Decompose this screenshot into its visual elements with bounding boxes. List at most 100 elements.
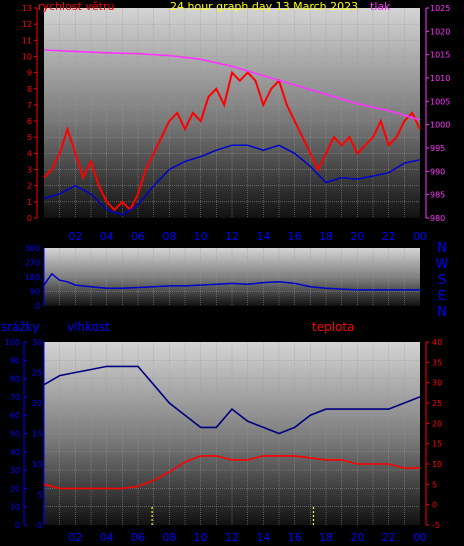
temperature-tick-label: 40 — [432, 338, 442, 347]
temperature-tick-label: 35 — [432, 358, 442, 367]
wind-tick-label: 3 — [27, 166, 32, 175]
wind-tick-label: 6 — [27, 117, 32, 126]
humidity-line — [43, 365, 421, 435]
rain-tick-label: 90 — [10, 356, 20, 365]
pressure-tick-label: 1025 — [430, 4, 450, 13]
wind-average-line — [43, 144, 421, 216]
wind-label: rychlost větru — [38, 0, 115, 13]
rain-tick-label: 70 — [10, 393, 20, 402]
wind-x-tick-label: 02 — [68, 230, 82, 243]
wind-direction-line — [43, 272, 420, 291]
rain-tick-label: 80 — [10, 375, 20, 384]
wind-tick-label: 11 — [22, 36, 32, 45]
wind-tick-label: 5 — [27, 133, 32, 142]
wind-x-tick-label: 12 — [225, 230, 239, 243]
wind-tick-label: 12 — [22, 20, 32, 29]
wind-speed-line — [43, 70, 421, 212]
pressure-tick-label: 1010 — [430, 74, 450, 83]
pressure-tick-label: 995 — [430, 144, 445, 153]
temperature-tick-label: 5 — [432, 480, 437, 489]
rain-tick-label: 100 — [5, 338, 20, 347]
wind-x-tick-label: 10 — [194, 230, 208, 243]
humidity-x-tick-label: 04 — [100, 531, 114, 544]
humidity-tick-label: 25 — [32, 369, 42, 378]
wind-tick-label: 8 — [27, 85, 32, 94]
pressure-tick-label: 990 — [430, 167, 445, 176]
humidity-x-tick-label: 06 — [131, 531, 145, 544]
humidity-tick-label: 20 — [32, 399, 42, 408]
wind-tick-label: 1 — [27, 198, 32, 207]
wind-x-tick-label: 20 — [350, 230, 364, 243]
pressure-tick-label: 1005 — [430, 97, 450, 106]
direction-tick-label: 270 — [25, 259, 40, 268]
wind-tick-label: 9 — [27, 69, 32, 78]
direction-tick-label: 360 — [25, 244, 40, 253]
direction-tick-label: 90 — [30, 288, 40, 297]
humidity-x-tick-label: 08 — [162, 531, 176, 544]
humidity-x-tick-label: 18 — [319, 531, 333, 544]
rain-tick-label: 40 — [10, 448, 20, 457]
temperature-tick-label: 25 — [432, 399, 442, 408]
humidity-tick-label: 5 — [37, 491, 42, 500]
wind-x-tick-label: 06 — [131, 230, 145, 243]
humidity-label: vlhkost — [67, 320, 110, 334]
direction-tick-label: 0 — [35, 302, 40, 311]
wind-tick-label: 13 — [22, 4, 32, 13]
temperature-tick-label: 15 — [432, 440, 442, 449]
wind-tick-label: 4 — [27, 149, 32, 158]
compass-label: N — [437, 241, 447, 256]
temperature-label: teplota — [312, 320, 355, 334]
wind-x-tick-label: 00 — [413, 230, 427, 243]
wind-tick-label: 2 — [27, 182, 32, 191]
rain-label: srážky — [1, 320, 40, 334]
humidity-tick-label: 10 — [32, 460, 42, 469]
temperature-line — [43, 455, 420, 490]
rain-tick-label: 20 — [10, 484, 20, 493]
pressure-label: tlak — [370, 0, 391, 13]
compass-label: N — [437, 305, 447, 320]
compass-label: E — [438, 289, 446, 304]
pressure-tick-label: 1015 — [430, 51, 450, 60]
rain-tick-label: 50 — [10, 430, 20, 439]
rain-tick-label: 60 — [10, 411, 20, 420]
temperature-tick-label: 20 — [432, 419, 442, 428]
humidity-x-tick-label: 02 — [68, 531, 82, 544]
rain-tick-label: 30 — [10, 466, 20, 475]
humidity-tick-label: 15 — [32, 430, 42, 439]
pressure-tick-label: 1020 — [430, 27, 450, 36]
wind-x-tick-label: 16 — [288, 230, 302, 243]
humidity-x-tick-label: 12 — [225, 531, 239, 544]
temperature-tick-label: 30 — [432, 379, 442, 388]
wind-x-tick-label: 14 — [256, 230, 270, 243]
wind-x-tick-label: 18 — [319, 230, 333, 243]
wind-x-tick-label: 08 — [162, 230, 176, 243]
pressure-tick-label: 980 — [430, 214, 445, 223]
humidity-x-tick-label: 20 — [350, 531, 364, 544]
humidity-x-tick-label: 16 — [288, 531, 302, 544]
rain-tick-label: 0 — [15, 521, 20, 530]
compass-label: S — [438, 273, 446, 288]
humidity-x-tick-label: 14 — [256, 531, 270, 544]
graph-title: 24 hour graph day 13 March 2023 — [170, 0, 359, 13]
rain-tick-label: 10 — [10, 503, 20, 512]
temperature-tick-label: 0 — [432, 501, 437, 510]
humidity-tick-label: 0 — [37, 521, 42, 530]
pressure-tick-label: 1000 — [430, 121, 450, 130]
wind-tick-label: 0 — [27, 214, 32, 223]
wind-tick-label: 10 — [22, 52, 32, 61]
humidity-x-tick-label: 10 — [194, 531, 208, 544]
pressure-line — [43, 49, 421, 121]
humidity-x-tick-label: 22 — [382, 531, 396, 544]
temperature-tick-label: -5 — [432, 521, 440, 530]
direction-tick-label: 180 — [25, 273, 40, 282]
humidity-tick-label: 30 — [32, 338, 42, 347]
wind-x-tick-label: 04 — [100, 230, 114, 243]
compass-label: W — [436, 257, 449, 272]
humidity-x-tick-label: 00 — [413, 531, 427, 544]
wind-tick-label: 7 — [27, 101, 32, 110]
wind-x-tick-label: 22 — [382, 230, 396, 243]
pressure-tick-label: 985 — [430, 191, 445, 200]
temperature-tick-label: 10 — [432, 460, 442, 469]
